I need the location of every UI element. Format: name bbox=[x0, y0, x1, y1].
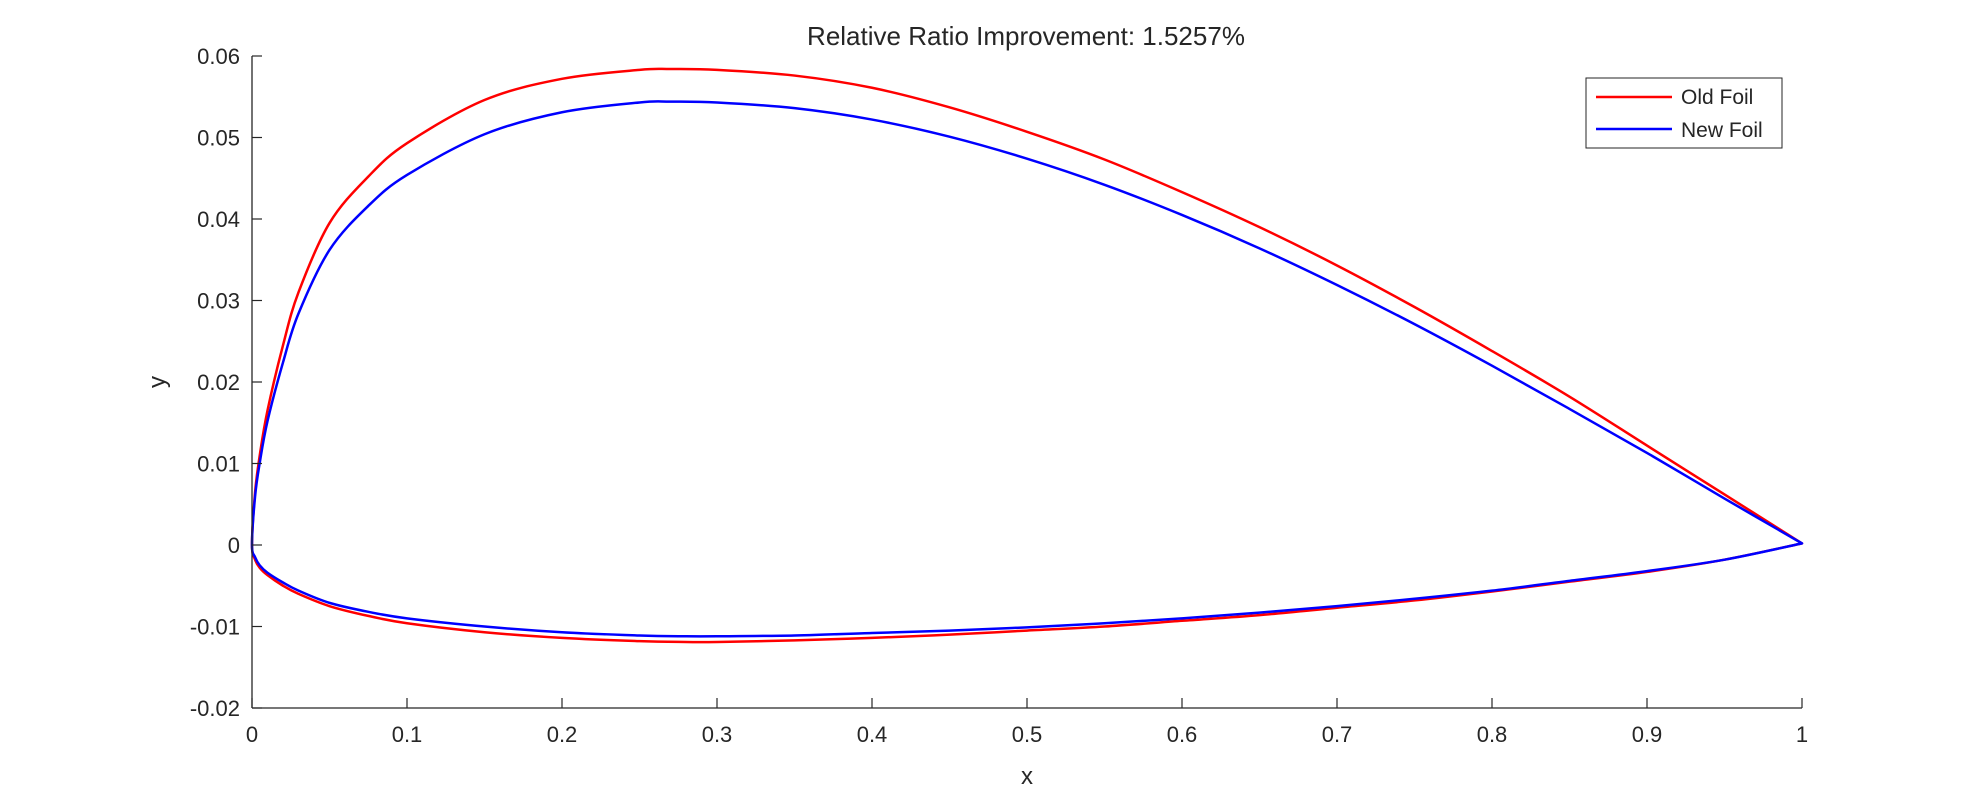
x-tick-label: 0.8 bbox=[1477, 722, 1508, 747]
y-tick-label: 0.01 bbox=[197, 452, 240, 477]
y-tick-label: -0.02 bbox=[190, 696, 240, 721]
plot-background bbox=[252, 56, 1802, 708]
series-line-new-foil bbox=[250, 100, 1804, 638]
x-tick-label: 0 bbox=[246, 722, 258, 747]
x-axis-ticks: 0 0.1 0.2 0.3 0.4 0.5 0.6 0.7 0.8 0.9 1 bbox=[246, 698, 1808, 747]
y-tick-label: 0.02 bbox=[197, 370, 240, 395]
y-tick-label: 0.03 bbox=[197, 289, 240, 314]
y-axis-label: y bbox=[144, 376, 171, 388]
x-tick-label: 0.3 bbox=[702, 722, 733, 747]
y-tick-label: 0 bbox=[228, 533, 240, 558]
x-tick-label: 0.6 bbox=[1167, 722, 1198, 747]
y-tick-label: -0.01 bbox=[190, 615, 240, 640]
x-tick-label: 0.1 bbox=[392, 722, 423, 747]
x-tick-label: 0.9 bbox=[1632, 722, 1663, 747]
x-tick-label: 0.7 bbox=[1322, 722, 1353, 747]
x-tick-label: 0.2 bbox=[547, 722, 578, 747]
x-tick-label: 0.4 bbox=[857, 722, 888, 747]
x-axis-label: x bbox=[1021, 763, 1033, 789]
chart-title: Relative Ratio Improvement: 1.5257% bbox=[807, 21, 1245, 51]
plot-area: 0 0.1 0.2 0.3 0.4 0.5 0.6 0.7 0.8 0.9 1 -0.02 -0.01… bbox=[190, 44, 1808, 747]
legend-label-old-foil: Old Foil bbox=[1681, 86, 1753, 109]
series-layer bbox=[250, 67, 1804, 644]
legend-box bbox=[1585, 77, 1783, 149]
legend: Old Foil New Foil bbox=[1585, 77, 1783, 149]
x-tick-label: 0.5 bbox=[1012, 722, 1043, 747]
y-tick-label: 0.04 bbox=[197, 207, 240, 232]
y-axis-ticks: -0.02 -0.01 0 0.01 0.02 0.03 0.04 0.05 0.06 bbox=[190, 44, 262, 721]
y-tick-label: 0.05 bbox=[197, 126, 240, 151]
legend-label-new-foil: New Foil bbox=[1681, 119, 1763, 142]
x-tick-label: 1 bbox=[1796, 722, 1808, 747]
y-tick-label: 0.06 bbox=[197, 44, 240, 69]
